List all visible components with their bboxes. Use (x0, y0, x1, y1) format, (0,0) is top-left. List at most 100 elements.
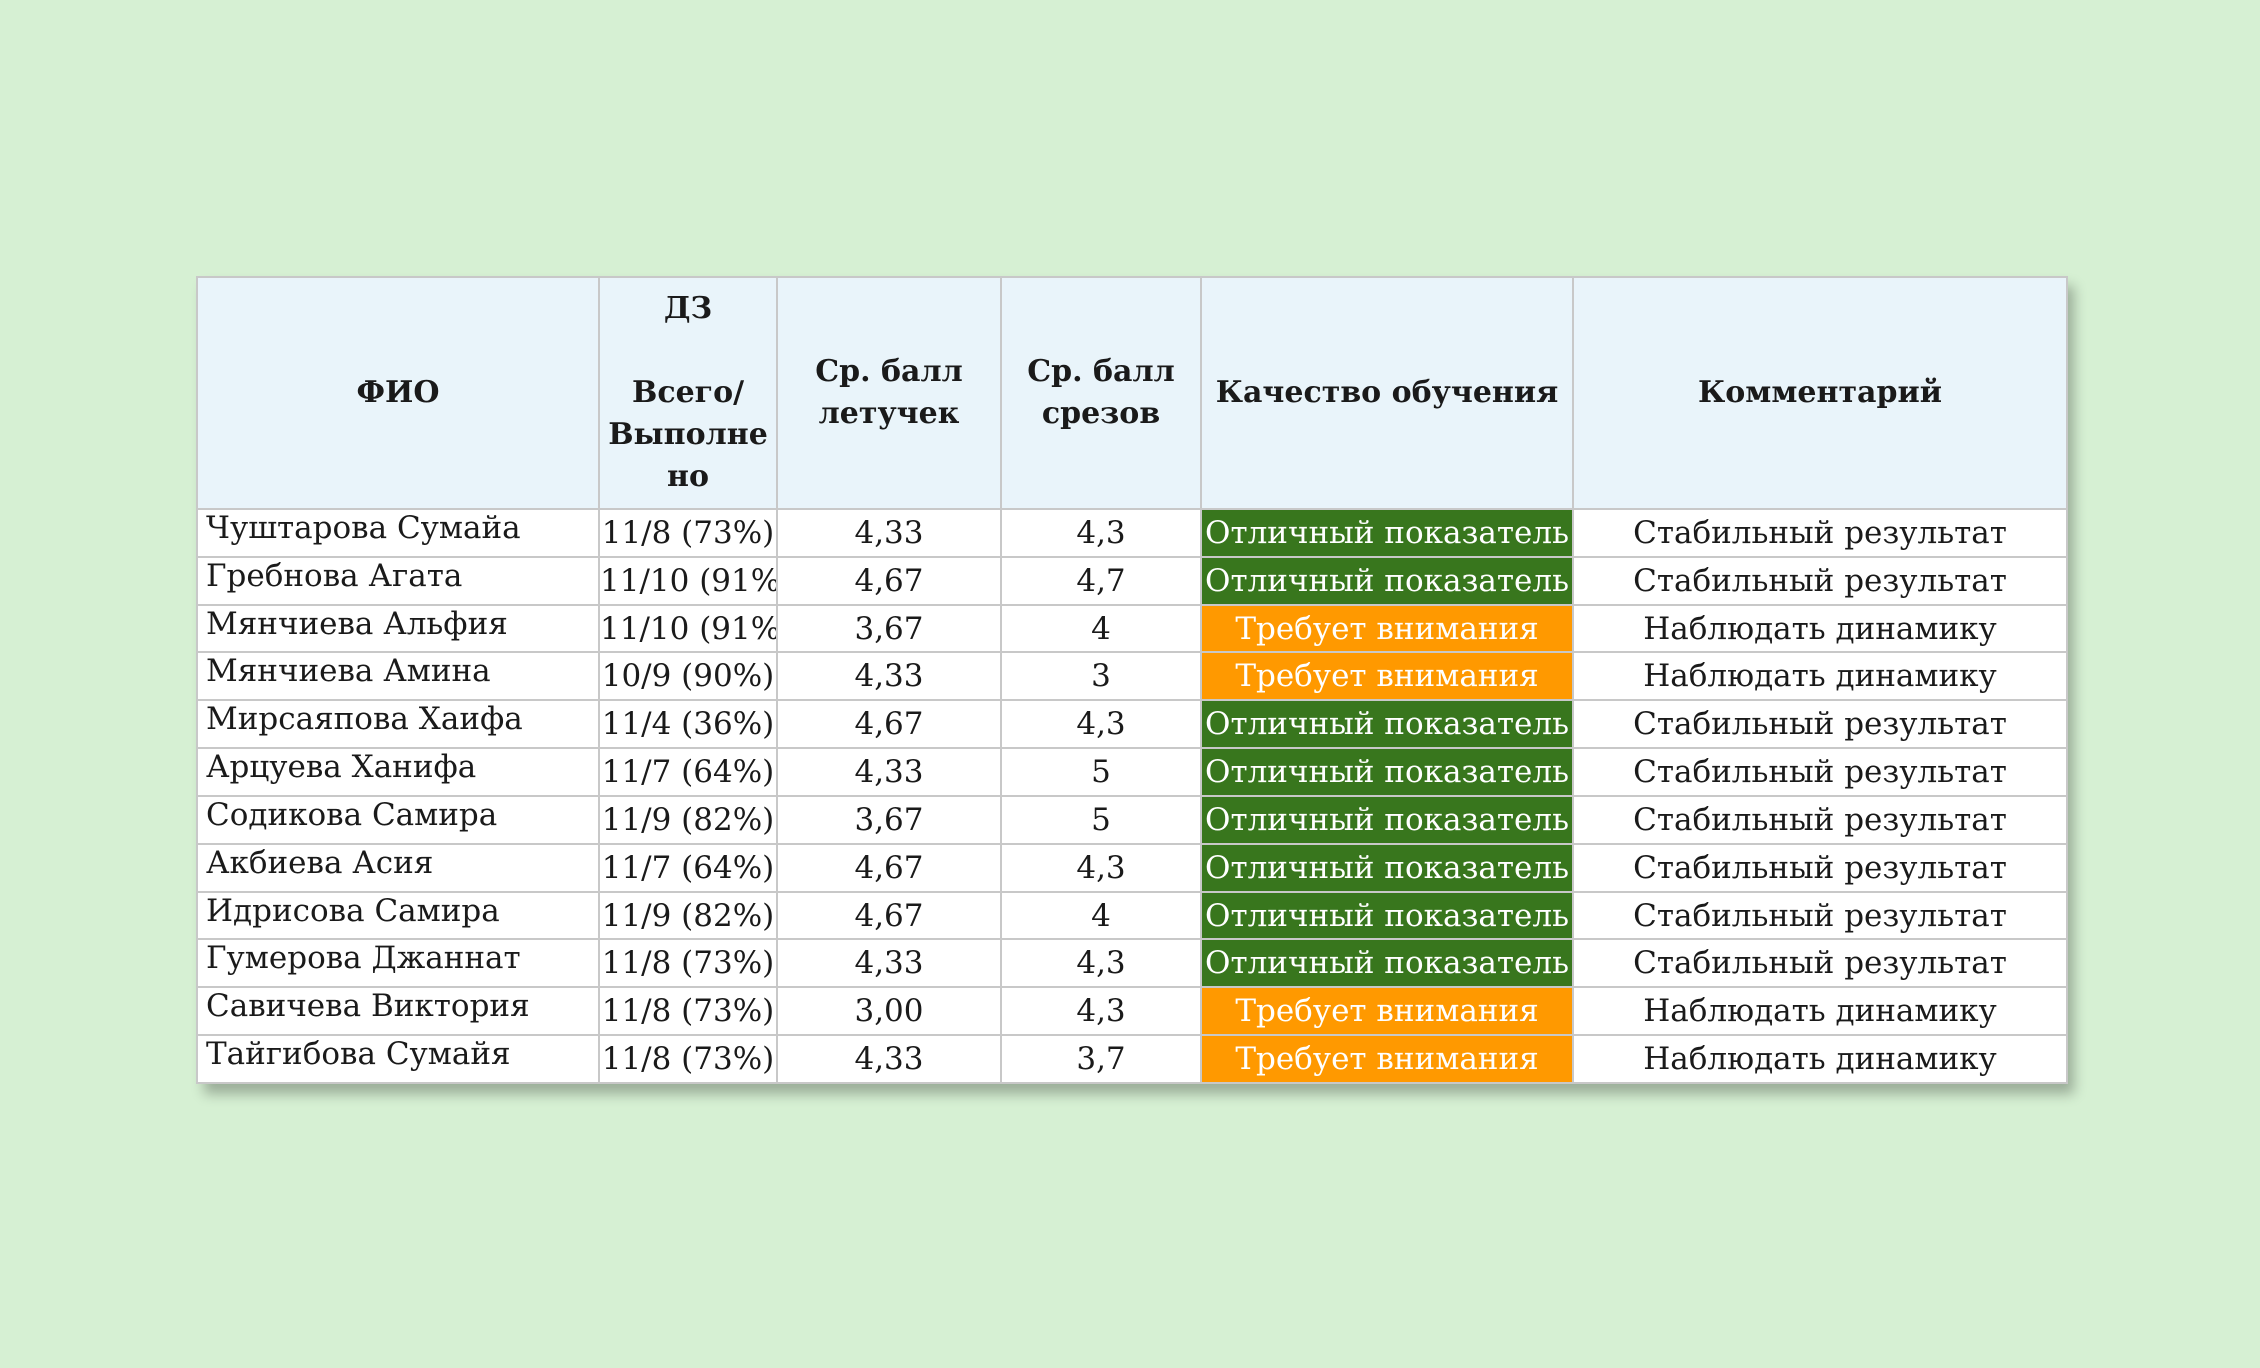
cell-name: Арцуева Ханифа (196, 747, 600, 797)
cell-name: Мянчиева Амина (196, 651, 600, 702)
cell-quality-badge: Отличный показатель (1200, 938, 1574, 989)
cell-name: Содикова Самира (196, 794, 600, 845)
cell-name: Идрисова Самира (196, 890, 600, 941)
cell-test-average: 5 (1000, 794, 1202, 845)
table-row: Чуштарова Сумайа 11/8 (73%) 4,33 4,3 Отл… (196, 508, 2068, 558)
cell-homework: 11/8 (73%) (598, 508, 778, 558)
cell-name: Акбиева Асия (196, 842, 600, 893)
table-row: Гумерова Джаннат 11/8 (73%) 4,33 4,3 Отл… (196, 938, 2068, 989)
cell-quality-badge: Отличный показатель (1200, 555, 1574, 606)
table-row: Савичева Виктория 11/8 (73%) 3,00 4,3 Тр… (196, 986, 2068, 1037)
cell-quality-badge: Требует внимания (1200, 651, 1574, 702)
cell-quiz-average: 4,67 (776, 555, 1002, 606)
header-name-label: ФИО (356, 375, 440, 410)
header-homework-line2: Выполне (608, 417, 768, 452)
table-row: Тайгибова Сумайя 11/8 (73%) 4,33 3,7 Тре… (196, 1034, 2068, 1084)
cell-name: Мянчиева Альфия (196, 603, 600, 654)
cell-comment: Стабильный результат (1572, 794, 2068, 845)
cell-homework: 11/10 (91%) (598, 555, 778, 606)
cell-comment: Наблюдать динамику (1572, 986, 2068, 1037)
cell-test-average: 5 (1000, 747, 1202, 797)
cell-homework: 11/8 (73%) (598, 938, 778, 989)
cell-comment: Стабильный результат (1572, 699, 2068, 750)
header-name: ФИО (196, 276, 600, 510)
cell-quiz-average: 3,67 (776, 603, 1002, 654)
table-row: Арцуева Ханифа 11/7 (64%) 4,33 5 Отличны… (196, 747, 2068, 797)
cell-comment: Наблюдать динамику (1572, 1034, 2068, 1084)
cell-comment: Наблюдать динамику (1572, 603, 2068, 654)
header-homework-title: ДЗ (663, 291, 713, 326)
header-comment: Комментарий (1572, 276, 2068, 510)
table-row: Акбиева Асия 11/7 (64%) 4,67 4,3 Отличны… (196, 842, 2068, 893)
cell-quality-badge: Требует внимания (1200, 603, 1574, 654)
cell-homework: 10/9 (90%) (598, 651, 778, 702)
cell-name: Савичева Виктория (196, 986, 600, 1037)
cell-quality-badge: Отличный показатель (1200, 842, 1574, 893)
header-quality: Качество обучения (1200, 276, 1574, 510)
cell-quiz-average: 3,00 (776, 986, 1002, 1037)
cell-test-average: 4,3 (1000, 842, 1202, 893)
cell-comment: Стабильный результат (1572, 890, 2068, 941)
cell-comment: Стабильный результат (1572, 842, 2068, 893)
header-homework: ДЗ Всего/ Выполне но (598, 276, 778, 510)
cell-homework: 11/8 (73%) (598, 986, 778, 1037)
cell-quality-badge: Требует внимания (1200, 1034, 1574, 1084)
cell-test-average: 3,7 (1000, 1034, 1202, 1084)
cell-quiz-average: 4,33 (776, 651, 1002, 702)
cell-quiz-average: 4,33 (776, 747, 1002, 797)
cell-homework: 11/9 (82%) (598, 890, 778, 941)
cell-test-average: 4,3 (1000, 508, 1202, 558)
table-row: Гребнова Агата 11/10 (91%) 4,67 4,7 Отли… (196, 555, 2068, 606)
header-homework-line3: но (667, 459, 709, 494)
header-quality-label: Качество обучения (1215, 375, 1559, 410)
cell-quiz-average: 4,67 (776, 842, 1002, 893)
cell-name: Тайгибова Сумайя (196, 1034, 600, 1084)
table-row: Мянчиева Альфия 11/10 (91%) 3,67 4 Требу… (196, 603, 2068, 654)
cell-quality-badge: Отличный показатель (1200, 890, 1574, 941)
header-test-line2: срезов (1041, 396, 1161, 431)
cell-quality-badge: Отличный показатель (1200, 699, 1574, 750)
header-test-line1: Ср. балл (1027, 354, 1175, 389)
table-row: Содикова Самира 11/9 (82%) 3,67 5 Отличн… (196, 794, 2068, 845)
cell-homework: 11/8 (73%) (598, 1034, 778, 1084)
header-quiz-line2: летучек (818, 396, 960, 431)
cell-comment: Стабильный результат (1572, 938, 2068, 989)
cell-comment: Стабильный результат (1572, 747, 2068, 797)
cell-name: Гумерова Джаннат (196, 938, 600, 989)
cell-homework: 11/9 (82%) (598, 794, 778, 845)
cell-comment: Стабильный результат (1572, 508, 2068, 558)
table-row: Мянчиева Амина 10/9 (90%) 4,33 3 Требует… (196, 651, 2068, 702)
cell-quiz-average: 4,67 (776, 699, 1002, 750)
cell-homework: 11/10 (91%) (598, 603, 778, 654)
cell-homework: 11/7 (64%) (598, 747, 778, 797)
header-quiz-average: Ср. балл летучек (776, 276, 1002, 510)
cell-quality-badge: Отличный показатель (1200, 508, 1574, 558)
cell-quiz-average: 4,33 (776, 1034, 1002, 1084)
header-comment-label: Комментарий (1698, 375, 1942, 410)
cell-test-average: 3 (1000, 651, 1202, 702)
cell-quiz-average: 4,67 (776, 890, 1002, 941)
cell-homework: 11/4 (36%) (598, 699, 778, 750)
cell-test-average: 4,3 (1000, 699, 1202, 750)
cell-quality-badge: Отличный показатель (1200, 794, 1574, 845)
cell-quiz-average: 4,33 (776, 508, 1002, 558)
cell-test-average: 4 (1000, 603, 1202, 654)
cell-homework: 11/7 (64%) (598, 842, 778, 893)
cell-quiz-average: 3,67 (776, 794, 1002, 845)
table-row: Идрисова Самира 11/9 (82%) 4,67 4 Отличн… (196, 890, 2068, 941)
header-homework-line1: Всего/ (631, 375, 745, 410)
cell-test-average: 4,3 (1000, 938, 1202, 989)
table-row: Мирсаяпова Хаифа 11/4 (36%) 4,67 4,3 Отл… (196, 699, 2068, 750)
cell-test-average: 4,3 (1000, 986, 1202, 1037)
student-progress-table: ФИО ДЗ Всего/ Выполне но Ср. балл летуче… (196, 276, 2068, 1084)
cell-test-average: 4 (1000, 890, 1202, 941)
cell-test-average: 4,7 (1000, 555, 1202, 606)
table-header-row: ФИО ДЗ Всего/ Выполне но Ср. балл летуче… (196, 276, 2068, 510)
cell-comment: Стабильный результат (1572, 555, 2068, 606)
cell-name: Чуштарова Сумайа (196, 508, 600, 558)
student-progress-table-card: ФИО ДЗ Всего/ Выполне но Ср. балл летуче… (196, 276, 2068, 1084)
cell-quality-badge: Требует внимания (1200, 986, 1574, 1037)
cell-name: Гребнова Агата (196, 555, 600, 606)
cell-quiz-average: 4,33 (776, 938, 1002, 989)
header-test-average: Ср. балл срезов (1000, 276, 1202, 510)
